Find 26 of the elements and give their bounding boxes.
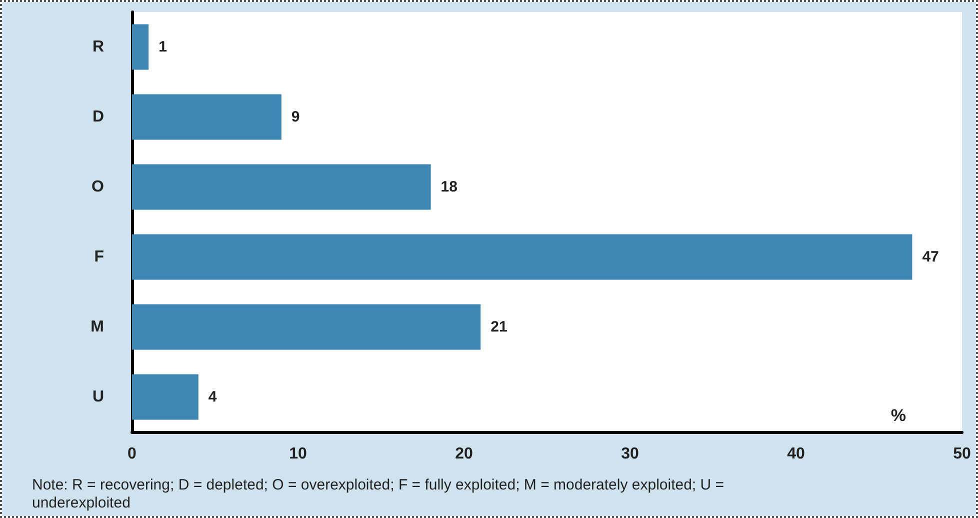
data-label: 4 — [208, 388, 218, 406]
x-tick-label: 20 — [455, 446, 473, 462]
y-tick-label: M — [90, 318, 104, 336]
data-label: 9 — [291, 108, 300, 126]
data-label: 18 — [440, 178, 458, 196]
data-label: 1 — [158, 38, 167, 56]
bar — [132, 94, 282, 140]
bar — [132, 304, 481, 350]
bar — [132, 164, 431, 210]
bar — [132, 234, 912, 280]
bar — [132, 24, 149, 70]
x-tick-label: 50 — [953, 446, 971, 462]
data-label: 21 — [490, 318, 508, 336]
y-tick-label: R — [92, 38, 104, 56]
x-tick-label: 30 — [621, 446, 639, 462]
y-tick-label: F — [94, 248, 104, 266]
x-tick-label: 0 — [128, 446, 137, 462]
y-tick-label: U — [92, 388, 104, 406]
y-tick-label: O — [92, 178, 104, 196]
bar — [132, 374, 198, 420]
data-label: 47 — [922, 248, 939, 266]
x-tick-label: 10 — [289, 446, 307, 462]
x-axis-title: % — [890, 406, 906, 425]
x-tick-label: 40 — [787, 446, 805, 462]
y-tick-label: D — [92, 108, 104, 126]
text: Note: R = recovering; D = depleted; O = overexploited; F = fully exploited; M = moderately exploited; U = underexploited — [32, 476, 728, 512]
